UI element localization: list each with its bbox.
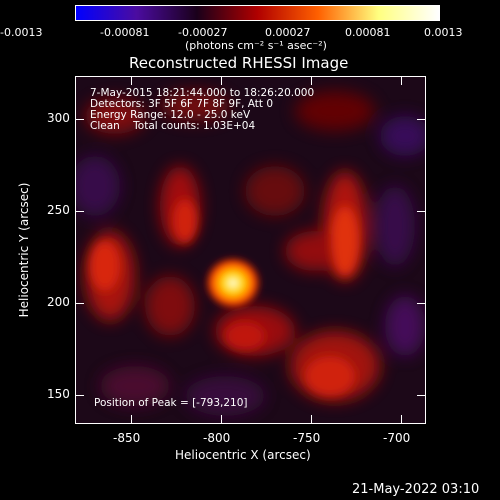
rhessi-image [75, 76, 426, 424]
y-major-tick [76, 211, 84, 212]
x-major-tick-top [311, 77, 312, 85]
y-tick-label-200: 200 [47, 295, 70, 309]
x-tick-label-700: -700 [383, 431, 411, 445]
colorbar-tick-label-5: 0.00081 [345, 26, 391, 39]
x-major-tick [221, 415, 222, 423]
x-major-tick [401, 415, 402, 423]
y-axis-label: Heliocentric Y (arcsec) [17, 182, 31, 318]
y-major-tick [76, 395, 84, 396]
emission-structures [90, 199, 359, 396]
x-major-tick-top [221, 77, 222, 85]
y-major-tick-right [417, 395, 425, 396]
y-tick-label-300: 300 [47, 111, 70, 125]
info-energy-range: Energy Range: 12.0 - 25.0 keV [90, 109, 251, 121]
info-detectors: Detectors: 3F 5F 6F 7F 8F 9F, Att 0 [90, 98, 274, 110]
info-time-range: 7-May-2015 18:21:44.000 to 18:26:20.000 [90, 87, 315, 99]
plot-title: Reconstructed RHESSI Image [129, 54, 349, 72]
x-axis-label: Heliocentric X (arcsec) [175, 448, 311, 462]
colorbar-tick-label-1: -0.0013 [0, 26, 43, 39]
observation-info: 7-May-2015 18:21:44.000 to 18:26:20.000 … [90, 88, 314, 132]
plot-frame [75, 76, 426, 424]
y-tick-label-150: 150 [47, 387, 70, 401]
x-tick-label-850: -850 [113, 431, 141, 445]
y-major-tick-right [417, 119, 425, 120]
y-tick-label-250: 250 [47, 203, 70, 217]
rhessi-image-svg [75, 76, 426, 424]
x-tick-label-800: -800 [203, 431, 231, 445]
y-major-tick-right [417, 211, 425, 212]
colorbar [75, 5, 440, 21]
x-major-tick [131, 415, 132, 423]
peak-position-label: Position of Peak = [-793,210] [94, 397, 248, 409]
footer-timestamp: 21-May-2022 03:10 [352, 482, 480, 497]
x-major-tick [311, 415, 312, 423]
colorbar-tick-label-3: -0.00027 [178, 26, 228, 39]
peak-source [203, 255, 263, 311]
y-major-tick [76, 119, 84, 120]
colorbar-tick-label-2: -0.00081 [100, 26, 150, 39]
y-major-tick [76, 303, 84, 304]
colorbar-tick-label-6: 0.0013 [424, 26, 463, 39]
colorbar-unit-label: (photons cm⁻² s⁻¹ asec⁻²) [185, 39, 327, 52]
x-major-tick-top [131, 77, 132, 85]
x-major-tick-top [401, 77, 402, 85]
y-major-tick-right [417, 303, 425, 304]
colorbar-tick-label-4: 0.00027 [265, 26, 311, 39]
x-tick-label-750: -750 [293, 431, 321, 445]
info-clean-counts: Clean Total counts: 1.03E+04 [90, 120, 256, 132]
